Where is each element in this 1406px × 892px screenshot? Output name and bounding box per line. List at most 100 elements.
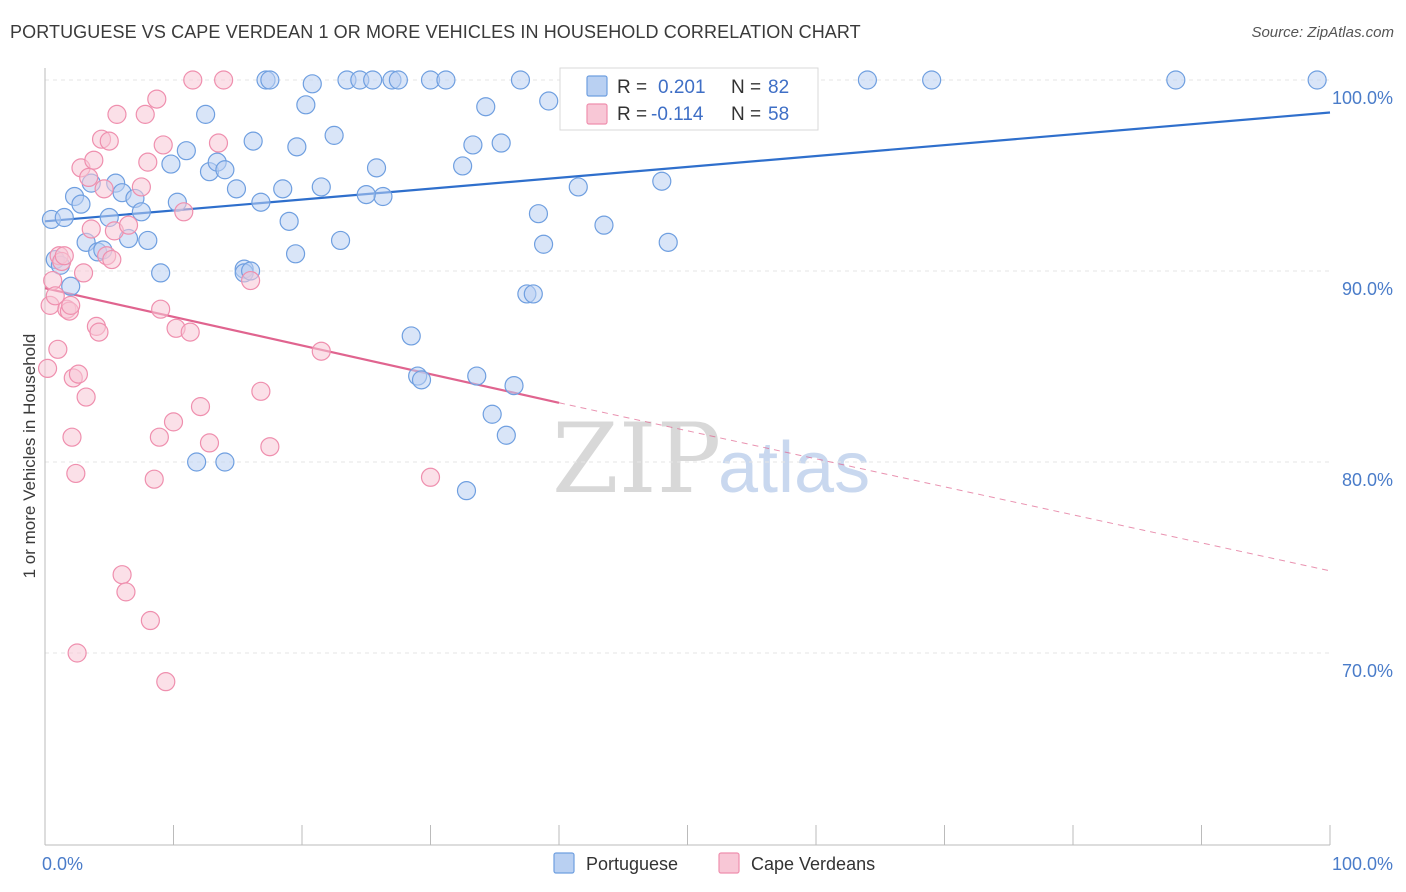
point-cape-verdeans-50	[208, 133, 229, 153]
point-portuguese-33	[260, 70, 280, 90]
point-portuguese-57	[463, 135, 483, 155]
point-cape-verdeans-51	[214, 70, 234, 90]
legend-r-value-portuguese: 0.201	[658, 77, 706, 98]
point-portuguese-17	[138, 230, 158, 251]
point-portuguese-56	[456, 481, 477, 501]
point-cape-verdeans-49	[199, 433, 220, 453]
legend-r-value-cape-verdeans: -0.114	[651, 104, 704, 125]
point-portuguese-34	[273, 179, 293, 199]
point-portuguese-76	[922, 70, 942, 90]
point-cape-verdeans-15	[68, 364, 89, 384]
point-portuguese-62	[496, 425, 516, 445]
point-portuguese-79	[215, 452, 235, 472]
point-portuguese-19	[161, 154, 181, 174]
point-portuguese-58	[467, 366, 487, 386]
point-portuguese-49	[388, 70, 408, 90]
point-portuguese-36	[285, 244, 306, 264]
point-portuguese-37	[287, 137, 307, 157]
trend-line-cape-verdeans	[44, 287, 560, 404]
x-tick-label-1: 100.0%	[1332, 854, 1393, 874]
point-portuguese-50	[401, 326, 421, 346]
point-portuguese-64	[510, 70, 531, 90]
point-cape-verdeans-37	[140, 610, 160, 631]
point-portuguese-23	[196, 104, 216, 124]
legend-n-label-portuguese: N =	[731, 77, 761, 98]
point-portuguese-16	[131, 202, 151, 222]
point-portuguese-35	[279, 211, 299, 231]
point-portuguese-66	[523, 284, 543, 304]
point-portuguese-26	[215, 160, 235, 180]
point-cape-verdeans-10	[61, 295, 81, 315]
point-cape-verdeans-30	[107, 104, 127, 124]
point-portuguese-39	[302, 74, 322, 94]
legend-r-label-portuguese: R =	[617, 77, 647, 98]
point-portuguese-73	[652, 171, 672, 191]
correlation-legend: R = 0.201 N = 82 R = -0.114 N = 58	[559, 67, 819, 131]
point-portuguese-41	[324, 125, 344, 145]
point-portuguese-52	[411, 370, 432, 390]
point-portuguese-31	[251, 192, 271, 212]
point-cape-verdeans-55	[311, 341, 331, 361]
legend-n-label-cape-verdeans: N =	[731, 104, 761, 125]
point-portuguese-27	[226, 179, 247, 199]
point-cape-verdeans-40	[149, 427, 169, 447]
point-cape-verdeans-27	[99, 131, 119, 151]
point-cape-verdeans-47	[183, 70, 203, 90]
legend-label-cape-verdeans: Cape Verdeans	[751, 854, 875, 874]
legend-swatch-portuguese-bottom	[553, 852, 575, 874]
point-cape-verdeans-41	[153, 135, 173, 155]
point-portuguese-40	[311, 177, 331, 197]
point-portuguese-77	[1166, 70, 1186, 90]
point-cape-verdeans-38	[144, 469, 164, 489]
point-cape-verdeans-25	[94, 179, 114, 199]
point-cape-verdeans-42	[156, 672, 176, 692]
point-portuguese-4	[61, 276, 81, 296]
point-portuguese-45	[363, 70, 383, 90]
point-cape-verdeans-46	[180, 322, 200, 342]
point-cape-verdeans-18	[76, 387, 96, 407]
y-tick-label-1: 90.0%	[1342, 279, 1393, 299]
x-tick-labels: 0.0% 100.0%	[42, 854, 1393, 874]
point-cape-verdeans-31	[112, 565, 132, 585]
point-portuguese-38	[296, 95, 316, 115]
point-cape-verdeans-17	[73, 263, 94, 283]
point-cape-verdeans-3	[45, 286, 65, 306]
point-cape-verdeans-57	[151, 299, 171, 319]
point-portuguese-71	[594, 215, 614, 235]
point-portuguese-60	[482, 404, 502, 424]
legend-n-value-cape-verdeans: 58	[768, 104, 789, 125]
x-tick-label-0: 0.0%	[42, 854, 83, 874]
point-portuguese-54	[436, 70, 456, 90]
point-cape-verdeans-56	[420, 467, 441, 487]
y-tick-labels: 100.0% 90.0% 80.0% 70.0%	[1332, 88, 1393, 681]
point-cape-verdeans-48	[190, 397, 211, 417]
point-portuguese-75	[857, 70, 878, 90]
point-portuguese-22	[187, 452, 207, 472]
chart-title: PORTUGUESE VS CAPE VERDEAN 1 OR MORE VEH…	[10, 22, 861, 42]
point-cape-verdeans-7	[54, 246, 74, 266]
y-tick-label-3: 70.0%	[1342, 661, 1393, 681]
point-cape-verdeans-28	[102, 249, 122, 270]
point-cape-verdeans-23	[89, 322, 109, 342]
point-cape-verdeans-39	[147, 89, 167, 109]
point-portuguese-69	[539, 91, 559, 111]
axes	[44, 68, 1331, 846]
point-portuguese-47	[373, 186, 393, 207]
y-tick-label-2: 80.0%	[1342, 470, 1393, 490]
point-portuguese-6	[71, 194, 91, 214]
point-portuguese-70	[568, 177, 588, 197]
legend-swatch-cape-verdeans-bottom	[718, 852, 740, 874]
point-cape-verdeans-43	[163, 412, 184, 432]
point-cape-verdeans-20	[81, 219, 101, 239]
legend-swatch-portuguese	[586, 75, 608, 97]
point-cape-verdeans-52	[241, 270, 261, 291]
point-portuguese-55	[453, 156, 473, 176]
source-label: Source: ZipAtlas.com	[1251, 24, 1394, 41]
legend-swatch-cape-verdeans	[586, 103, 608, 125]
point-cape-verdeans-36	[138, 152, 158, 172]
point-cape-verdeans-54	[260, 437, 280, 457]
point-portuguese-21	[176, 141, 196, 161]
point-portuguese-67	[528, 204, 549, 224]
point-cape-verdeans-0	[37, 358, 58, 379]
